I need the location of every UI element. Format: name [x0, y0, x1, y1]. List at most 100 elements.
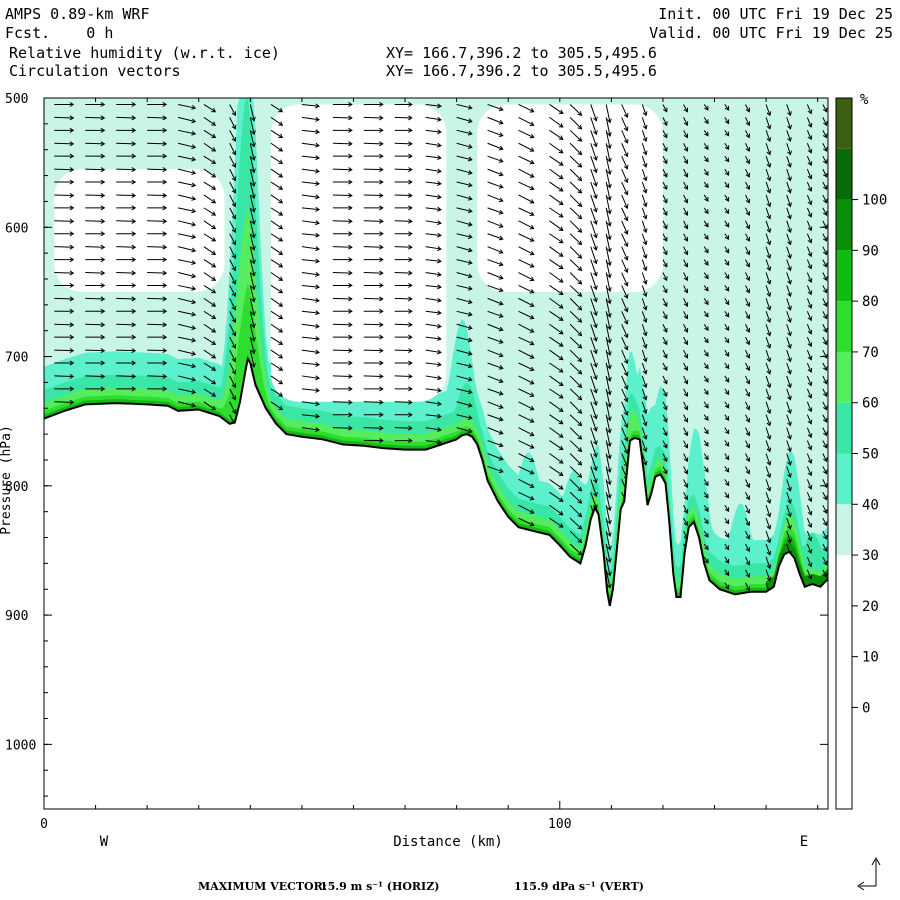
wind-vector: [605, 324, 612, 344]
wind-vector: [662, 272, 668, 282]
wind-vector: [590, 117, 598, 136]
wind-vector: [569, 207, 583, 220]
wind-vector: [605, 388, 612, 408]
wind-vector: [683, 504, 689, 514]
colorbar-swatch: [836, 555, 852, 606]
wind-vector: [590, 194, 598, 213]
wind-vector: [745, 311, 750, 320]
wind-vector: [703, 104, 709, 111]
wind-vector: [703, 272, 709, 280]
wind-vector: [270, 272, 284, 281]
wind-vector: [332, 425, 353, 431]
wind-vector: [765, 207, 772, 220]
wind-vector: [683, 466, 689, 475]
wind-vector: [765, 414, 772, 427]
wind-vector: [85, 218, 106, 224]
wind-vector: [54, 257, 75, 263]
wind-vector: [549, 194, 564, 206]
wind-vector: [549, 414, 564, 425]
wind-vector: [301, 168, 320, 174]
wind-vector: [822, 298, 828, 308]
colorbar-label-60: 60: [862, 396, 879, 412]
wind-vector: [178, 129, 197, 136]
wind-vector: [765, 466, 772, 479]
wind-vector: [569, 104, 583, 116]
wind-vector: [177, 297, 197, 305]
wind-vector: [116, 127, 137, 133]
wind-vector: [806, 556, 813, 568]
wind-vector: [332, 115, 353, 121]
init-time: Init. 00 UTC Fri 19 Dec 25: [658, 5, 893, 23]
wind-vector: [549, 272, 564, 283]
wind-vector: [745, 479, 751, 489]
wind-vector: [703, 336, 709, 344]
wind-vector: [229, 324, 237, 337]
wind-vector: [518, 465, 535, 475]
wind-vector: [456, 168, 473, 175]
wind-vector: [822, 492, 828, 501]
wind-vector: [549, 285, 564, 295]
wind-vector: [605, 479, 612, 499]
wind-vector: [487, 427, 504, 435]
wind-vector: [487, 142, 504, 151]
wind-vector: [786, 156, 792, 168]
wind-vector: [806, 517, 813, 528]
wind-vector: [85, 270, 106, 276]
wind-vector: [724, 246, 730, 254]
wind-vector: [703, 130, 709, 137]
wind-vector: [518, 453, 535, 463]
wind-vector: [249, 246, 256, 265]
wind-vector: [683, 427, 689, 437]
y-tick-label-600: 600: [5, 221, 28, 236]
wind-vector: [683, 130, 689, 139]
wind-vector: [203, 362, 217, 371]
wind-vector: [549, 504, 564, 516]
wind-vector: [683, 311, 689, 320]
plot-frame: [43, 97, 829, 810]
wind-vector: [703, 233, 709, 240]
wind-vector: [116, 296, 137, 302]
wind-vector: [85, 192, 106, 198]
wind-vector: [270, 129, 284, 139]
wind-vector: [605, 505, 612, 525]
wind-vector: [765, 569, 772, 582]
wind-vector: [249, 324, 256, 342]
wind-vector: [786, 479, 792, 492]
wind-vector: [549, 362, 564, 373]
wind-vector: [518, 491, 535, 501]
y-tick-label-800: 800: [5, 480, 28, 495]
wind-vector: [605, 569, 612, 589]
wind-vector: [605, 543, 612, 563]
wind-vector: [203, 375, 217, 385]
wind-vector: [487, 349, 504, 358]
wind-vector: [724, 401, 730, 409]
wind-vector: [270, 233, 284, 242]
wind-vector: [518, 310, 535, 320]
wind-vector: [549, 297, 564, 309]
wind-vector: [569, 259, 583, 272]
wind-vector: [229, 349, 237, 363]
colorbar-swatch: [836, 707, 852, 759]
wind-vector: [724, 375, 730, 383]
wind-vector: [745, 285, 750, 294]
wind-vector: [662, 220, 668, 230]
wind-vector: [178, 336, 197, 343]
wind-vector: [85, 115, 106, 121]
wind-vector: [806, 168, 813, 180]
wind-vector: [605, 375, 612, 396]
wind-vector: [662, 207, 668, 216]
wind-vector: [590, 285, 598, 303]
wind-vector: [363, 348, 384, 354]
wind-vector: [745, 375, 751, 385]
wind-vector: [487, 181, 504, 189]
wind-vector: [605, 220, 612, 241]
wind-vector: [765, 492, 772, 505]
wind-vector: [590, 130, 598, 148]
wind-vector: [177, 246, 197, 253]
wind-vector: [641, 194, 648, 208]
wind-vector: [394, 167, 413, 173]
wind-vector: [724, 466, 730, 473]
wind-vector: [590, 233, 598, 251]
wind-vector: [116, 308, 137, 314]
